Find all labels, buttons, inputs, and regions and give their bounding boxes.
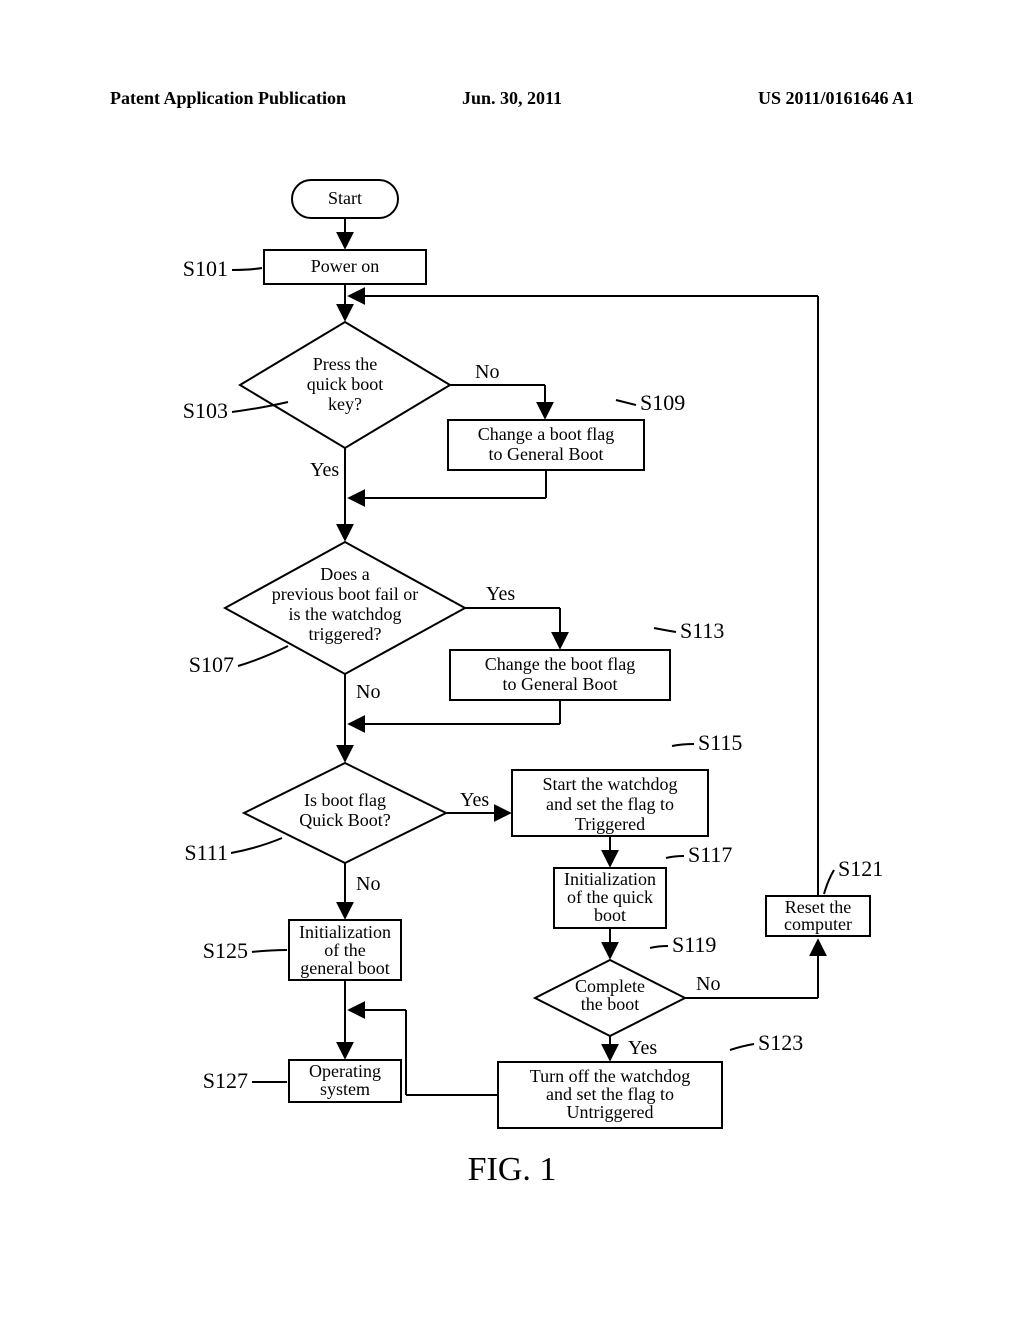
ref-s113: S113 — [680, 618, 724, 643]
node-s123-l1: and set the flag to — [546, 1084, 674, 1104]
ref-s125: S125 — [203, 938, 248, 963]
edge-s111-no-label: No — [356, 873, 380, 895]
node-s107-l2: is the watchdog — [289, 604, 402, 624]
node-start-label: Start — [328, 188, 362, 208]
node-s101-label: Power on — [311, 256, 380, 276]
node-s115-l1: and set the flag to — [546, 794, 674, 814]
node-s113-l1: to General Boot — [503, 674, 618, 694]
figure-caption: FIG. 1 — [468, 1151, 557, 1188]
leader-s111 — [231, 838, 282, 853]
leader-s125 — [252, 950, 287, 952]
node-s109-l0: Change a boot flag — [478, 424, 614, 444]
ref-s107: S107 — [189, 652, 234, 677]
ref-s127: S127 — [203, 1068, 248, 1093]
ref-s101: S101 — [183, 256, 228, 281]
edge-s119-yes-label: Yes — [628, 1037, 657, 1059]
leader-s115 — [672, 744, 694, 746]
ref-s121: S121 — [838, 856, 883, 881]
leader-s113 — [654, 628, 676, 632]
leader-s121 — [824, 870, 834, 894]
node-s109-l1: to General Boot — [489, 444, 604, 464]
node-s123-l0: Turn off the watchdog — [530, 1066, 691, 1086]
node-s121-l1: computer — [784, 914, 852, 934]
edge-s103-no-label: No — [475, 361, 499, 383]
node-s103-l0: Press the — [313, 354, 378, 374]
leader-s123 — [730, 1044, 754, 1050]
edge-s111-yes-label: Yes — [460, 789, 489, 811]
node-s119-l1: the boot — [581, 994, 640, 1014]
edge-s107-yes-label: Yes — [486, 583, 515, 605]
edge-s103-yes-label: Yes — [310, 459, 339, 481]
leader-s107 — [238, 646, 288, 666]
node-s115-l2: Triggered — [575, 814, 645, 834]
ref-s119: S119 — [672, 932, 716, 957]
node-s113-l0: Change the boot flag — [485, 654, 635, 674]
node-s107-l3: triggered? — [309, 624, 382, 644]
ref-s115: S115 — [698, 730, 742, 755]
node-s125-l0: Initialization — [299, 922, 391, 942]
node-s119-l0: Complete — [575, 976, 645, 996]
ref-s123: S123 — [758, 1030, 803, 1055]
leader-s109 — [616, 400, 636, 405]
node-s117-l0: Initialization — [564, 869, 656, 889]
node-s117-l2: boot — [594, 905, 626, 925]
node-s127-l1: system — [320, 1079, 370, 1099]
node-s111-l0: Is boot flag — [304, 790, 386, 810]
leader-s101 — [232, 268, 262, 270]
node-s107-l0: Does a — [320, 564, 369, 584]
ref-s103: S103 — [183, 398, 228, 423]
node-s127-l0: Operating — [309, 1061, 381, 1081]
edge-s107-no-label: No — [356, 681, 380, 703]
ref-s109: S109 — [640, 390, 685, 415]
node-s117-l1: of the quick — [567, 887, 653, 907]
node-s123-l2: Untriggered — [567, 1102, 654, 1122]
ref-s117: S117 — [688, 842, 732, 867]
flowchart-svg: Start Power on S101 Press the quick boot… — [0, 0, 1024, 1320]
ref-s111: S111 — [184, 840, 228, 865]
node-s115-l0: Start the watchdog — [543, 774, 678, 794]
node-s107-l1: previous boot fail or — [272, 584, 418, 604]
node-s125-l1: of the — [324, 940, 365, 960]
leader-s119 — [650, 946, 668, 948]
leader-s117 — [666, 856, 684, 858]
node-s103-l2: key? — [328, 394, 362, 414]
node-s103-l1: quick boot — [307, 374, 384, 394]
edge-s119-no-label: No — [696, 973, 720, 995]
node-s111-l1: Quick Boot? — [299, 810, 391, 830]
node-s125-l2: general boot — [300, 958, 389, 978]
